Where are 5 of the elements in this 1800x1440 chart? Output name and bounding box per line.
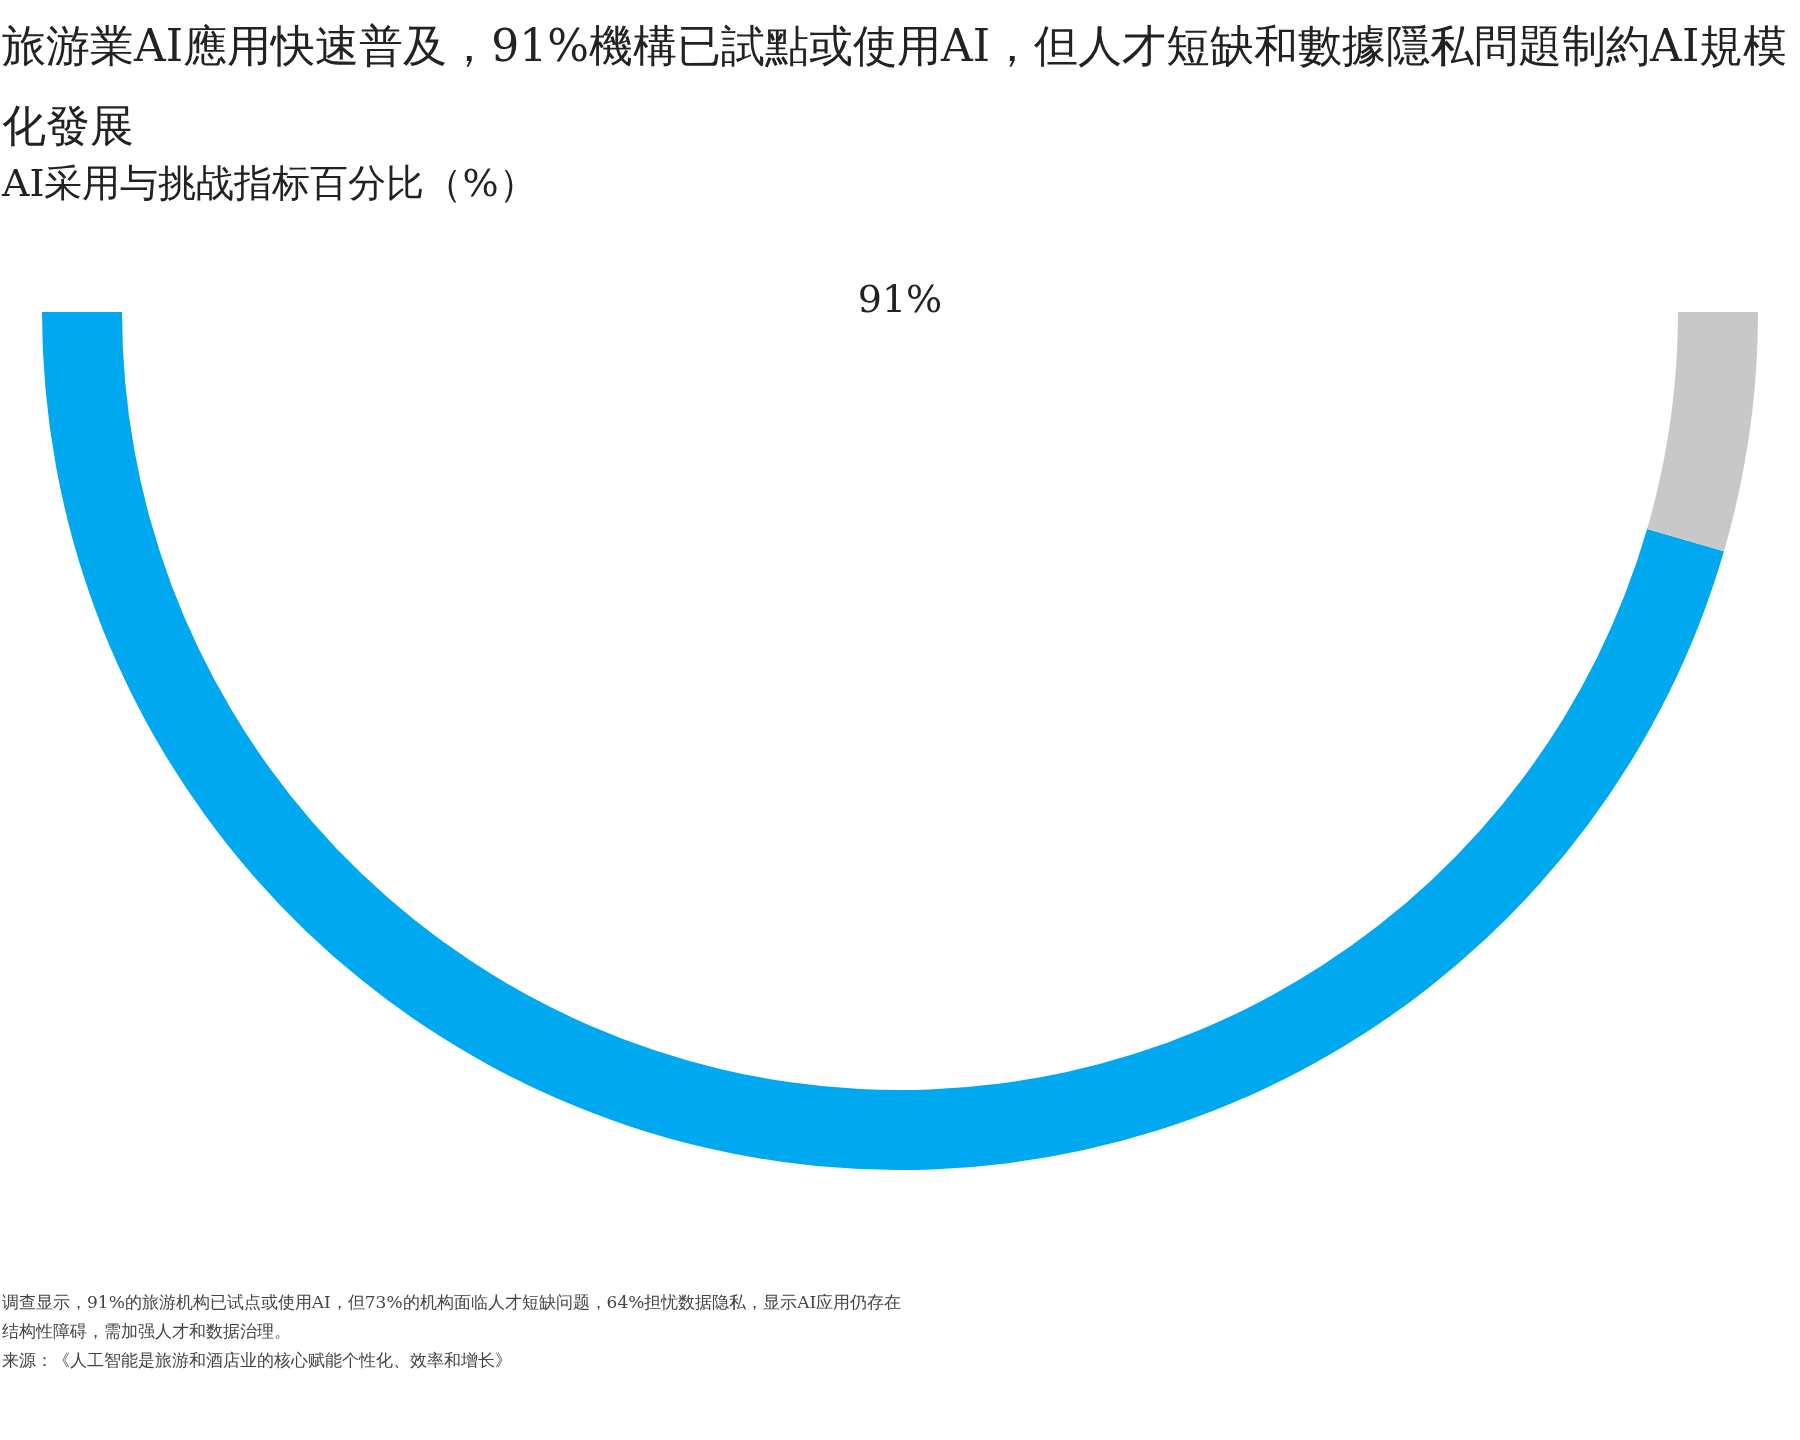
chart-subtitle: AI采用与挑战指标百分比（%） <box>2 160 537 207</box>
text: 调查显示，91%的旅游机构已试点或使用AI，但73%的机构面临人才短缺问题，64%担忧数据隐私，显示AI应用仍存在结构性障碍，需加强人才和数据治理。 <box>2 1291 902 1343</box>
chart-title: 旅游業AI應用快速普及，91%機構已試點或使用AI，但人才短缺和數據隱私問題制約AI規模化發展 <box>2 20 1788 151</box>
source-note: 来源：《人工智能是旅游和酒店业的核心赋能个性化、效率和增长》 <box>2 1349 513 1372</box>
text: 91% <box>857 277 943 321</box>
